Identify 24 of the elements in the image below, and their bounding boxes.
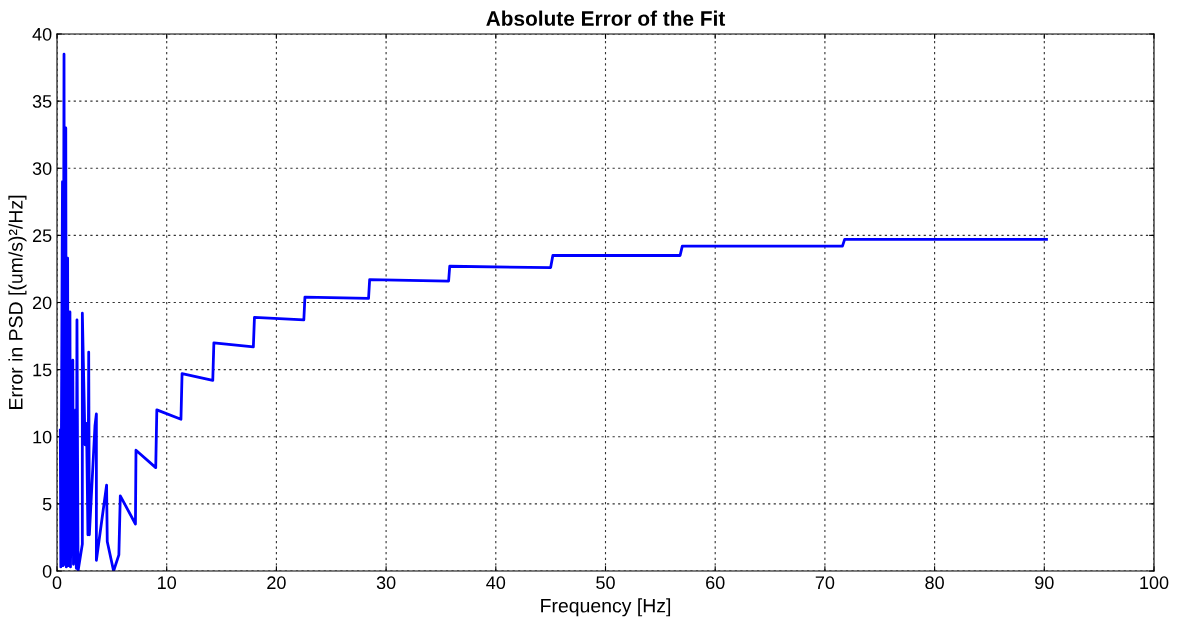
- x-tick-label: 90: [1035, 576, 1054, 590]
- x-tick-label: 50: [596, 576, 615, 590]
- y-tick-label: 15: [33, 363, 52, 377]
- x-tick-label: 100: [1140, 576, 1169, 590]
- y-tick-label: 5: [42, 498, 52, 511]
- y-axis-title: Error in PSD [(um/s)²/Hz]: [8, 195, 27, 409]
- x-tick-label: 0: [52, 576, 62, 590]
- y-tick-label: 0: [42, 564, 52, 578]
- x-tick-label: 20: [267, 576, 286, 590]
- x-tick-label: 30: [376, 576, 396, 590]
- x-tick-label: 60: [706, 576, 725, 590]
- x-tick-label: 10: [158, 576, 177, 590]
- x-axis-title: Frequency [Hz]: [541, 598, 671, 617]
- y-tick-label: 25: [32, 229, 52, 243]
- x-tick-label: 80: [925, 576, 944, 590]
- y-tick-label: 40: [32, 27, 52, 41]
- chart-title: Absolute Error of the Fit: [486, 10, 726, 26]
- y-tick-label: 30: [32, 162, 52, 175]
- x-tick-label: 40: [486, 576, 506, 590]
- y-tick-label: 35: [32, 95, 52, 108]
- x-tick-label: 70: [815, 576, 835, 590]
- y-tick-label: 10: [33, 430, 52, 444]
- y-tick-label: 20: [32, 296, 52, 310]
- line-series: [58, 52, 1048, 571]
